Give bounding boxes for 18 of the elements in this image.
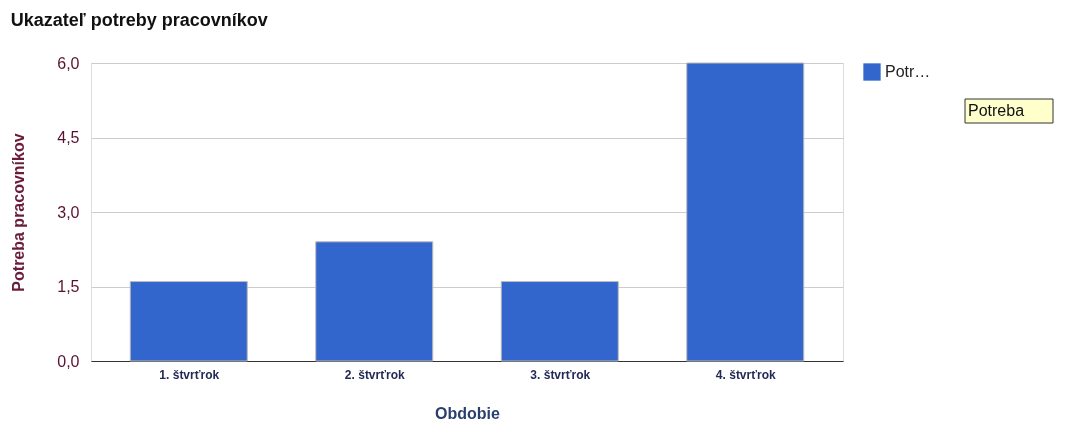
bar xyxy=(315,241,434,362)
y-tick-label: 0,0 xyxy=(57,352,80,370)
chart-title: Ukazateľ potreby pracovníkov xyxy=(10,10,268,30)
y-tick-label: 4,5 xyxy=(57,129,80,146)
bar xyxy=(686,62,805,362)
x-axis-title: Obdobie xyxy=(435,404,501,422)
x-tick-label: 2. štvrťrok xyxy=(344,367,405,382)
text: Potreba xyxy=(968,102,1025,119)
x-tick-label: 3. štvrťrok xyxy=(530,367,591,382)
y-tick-label: 6,0 xyxy=(57,54,80,72)
bar xyxy=(500,281,619,362)
bar xyxy=(129,281,248,362)
y-axis-title: Potreba pracovníkov xyxy=(10,133,28,292)
y-tick-label: 3,0 xyxy=(57,203,80,221)
x-tick-label: 4. štvrťrok xyxy=(715,367,776,382)
legend-label: Potr… xyxy=(885,63,931,80)
y-tick-label: 1,5 xyxy=(57,278,80,295)
x-tick-label: 1. štvrťrok xyxy=(159,367,220,382)
